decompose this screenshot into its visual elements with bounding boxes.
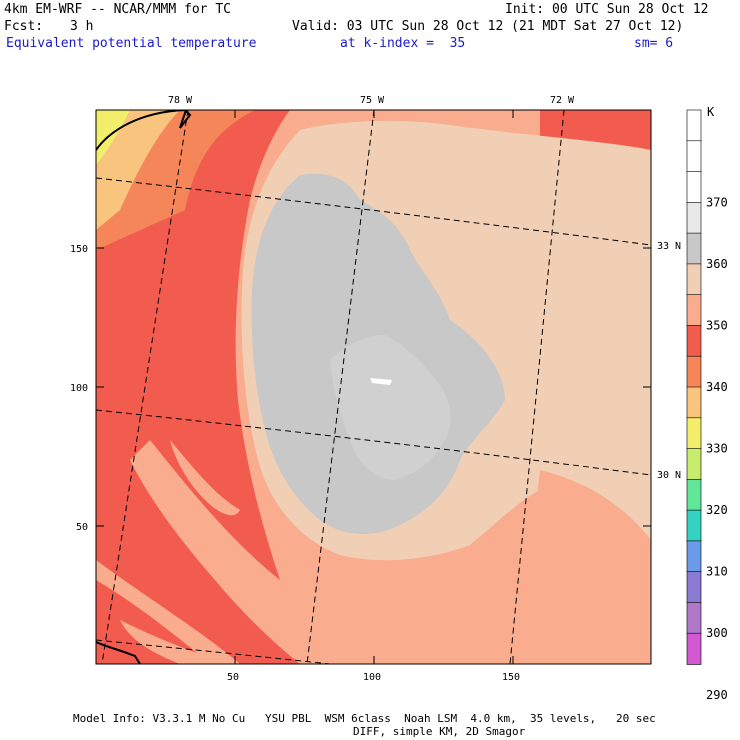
colorbar-label: 350 — [706, 318, 728, 332]
colorbar-label: 330 — [706, 442, 728, 456]
colorbar-swatch — [686, 540, 702, 573]
x-tick-100: 100 — [363, 672, 381, 683]
field-streak — [150, 480, 230, 561]
colorbar-swatch — [686, 109, 702, 142]
colorbar-swatch — [686, 171, 702, 204]
y-tick-150: 150 — [70, 244, 88, 255]
colorbar-label: 340 — [706, 380, 728, 394]
coastline-nw — [96, 110, 192, 151]
k-index-level: at k-index = 35 — [340, 36, 466, 51]
colorbar-swatch — [686, 448, 702, 481]
forecast-value: 3 h — [70, 19, 94, 34]
field-max-spot — [370, 378, 392, 385]
colorbar-swatch — [686, 294, 702, 327]
lat-label-30n: 30 N — [657, 470, 681, 481]
coastline — [96, 110, 192, 664]
colorbar-swatch — [686, 202, 702, 234]
colorbar-label: 320 — [706, 503, 728, 517]
x-tick-150: 150 — [502, 672, 520, 683]
init-time: Init: 00 UTC Sun 28 Oct 12 — [505, 2, 709, 17]
colorbar-swatch — [686, 263, 702, 296]
meridian-72w — [509, 110, 565, 664]
lon-label-72w: 72 W — [550, 95, 575, 106]
colorbar-label: 300 — [706, 626, 728, 640]
colorbar-label: 290 — [706, 688, 728, 702]
coastline-sw — [96, 641, 141, 664]
field-name: Equivalent potential temperature — [6, 36, 257, 51]
model-info-physics: DIFF, simple KM, 2D Smagor — [353, 725, 526, 738]
forecast-label: Fcst: — [4, 19, 44, 34]
meridian-75w — [306, 110, 375, 664]
colorbar-label: 310 — [706, 565, 728, 579]
colorbar-swatch — [686, 478, 702, 511]
colorbar-swatch — [686, 325, 702, 357]
field-streak — [170, 440, 240, 516]
colorbar-swatch — [686, 232, 702, 265]
field-streak — [120, 620, 230, 664]
lon-label-75w: 75 W — [360, 95, 385, 106]
frame-ticks — [96, 110, 651, 664]
colorbar-swatch — [686, 571, 702, 604]
field-band-320 — [96, 110, 130, 165]
lat-lon-grid — [96, 110, 651, 664]
colorbar: 370360350340330320310300290280 — [686, 109, 728, 702]
field-band-345-se — [510, 470, 651, 664]
parallel-30n — [96, 409, 651, 476]
colorbar-label: 360 — [706, 257, 728, 271]
model-info: Model Info: V3.3.1 M No Cu YSU PBL WSM 6… — [73, 712, 656, 725]
colorbar-swatch — [686, 632, 702, 665]
colorbar-unit: K — [707, 105, 715, 119]
colorbar-swatch — [686, 355, 702, 388]
colorbar-swatch — [686, 417, 702, 450]
smoothing-value: sm= 6 — [634, 36, 674, 51]
y-tick-50: 50 — [76, 522, 88, 533]
colorbar-swatch — [686, 509, 702, 542]
parallel-33n — [96, 177, 651, 246]
lat-label-33n: 33 N — [657, 241, 681, 252]
colorbar-swatch — [686, 140, 702, 173]
theta-e-field — [96, 110, 651, 664]
lon-label-78w: 78 W — [168, 95, 193, 106]
field-band-360 — [330, 335, 451, 480]
field-band-325 — [96, 110, 180, 230]
meridian-78w — [101, 110, 189, 664]
colorbar-swatch — [686, 386, 702, 419]
model-title: 4km EM-WRF -- NCAR/MMM for TC — [4, 2, 231, 17]
y-tick-100: 100 — [70, 383, 88, 394]
x-tick-50: 50 — [227, 672, 239, 683]
valid-time: Valid: 03 UTC Sun 28 Oct 12 (21 MDT Sat … — [292, 19, 684, 34]
colorbar-swatch — [686, 602, 702, 635]
field-streak — [96, 560, 240, 664]
colorbar-label: 370 — [706, 195, 728, 209]
